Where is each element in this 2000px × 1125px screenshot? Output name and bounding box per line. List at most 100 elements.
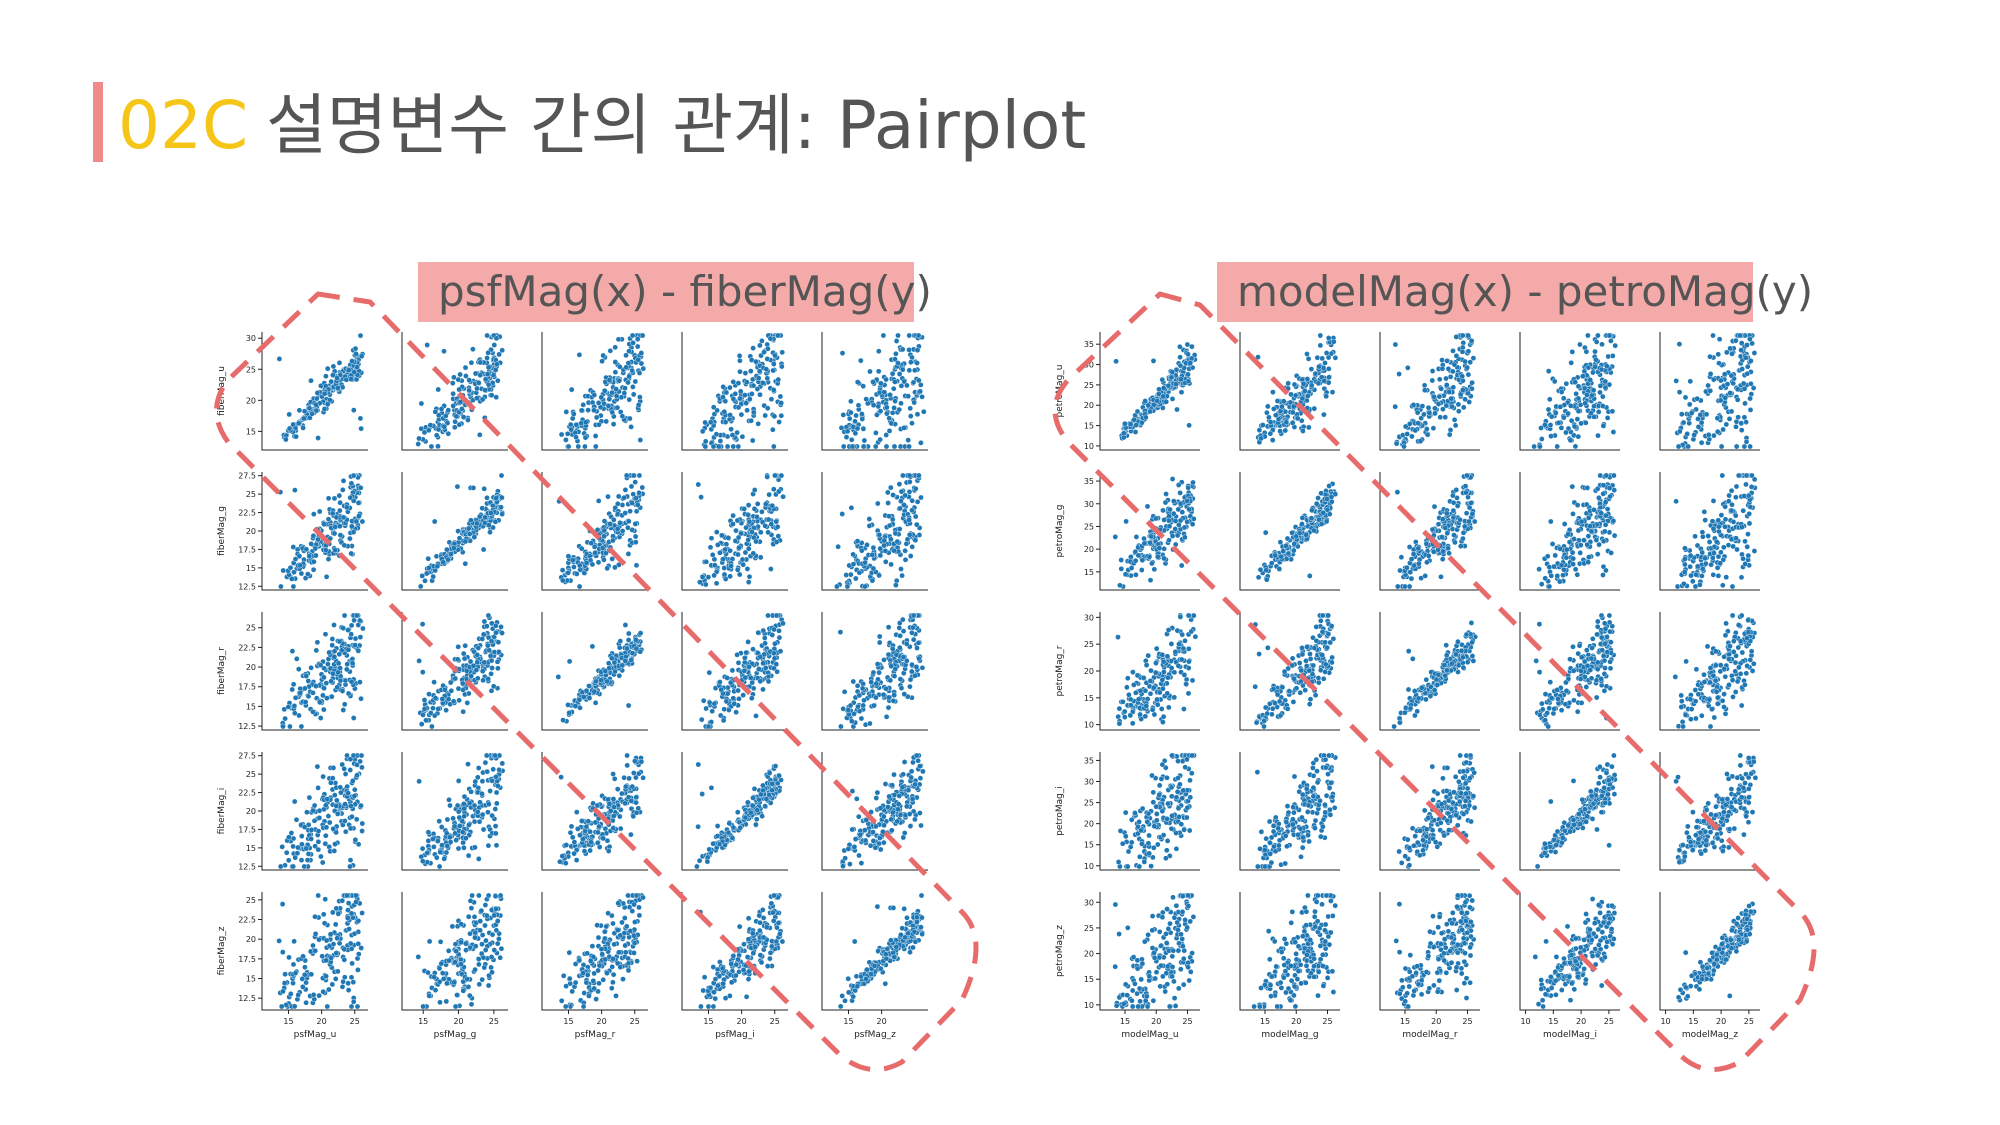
data-point [445, 407, 452, 414]
data-point [888, 484, 894, 491]
data-point [466, 531, 473, 537]
data-point [595, 934, 602, 941]
data-point [483, 752, 490, 759]
data-point [839, 511, 846, 517]
data-point [583, 419, 589, 426]
data-point [484, 912, 490, 919]
data-point [442, 413, 449, 419]
data-point [345, 367, 352, 374]
y-tick-label: 25 [246, 365, 256, 374]
data-point [860, 383, 867, 389]
data-point [449, 923, 456, 930]
data-point [748, 809, 754, 816]
data-point [308, 665, 314, 671]
data-point [633, 562, 640, 569]
data-point [477, 799, 483, 806]
data-point [696, 857, 703, 864]
data-point [859, 547, 865, 554]
data-point [603, 923, 610, 930]
data-point [873, 680, 880, 687]
data-point [595, 967, 601, 974]
data-point [290, 961, 297, 968]
data-point [447, 802, 453, 809]
data-point [567, 1003, 574, 1010]
data-point [622, 915, 628, 921]
data-point [295, 666, 302, 672]
data-point [563, 860, 569, 867]
data-point [327, 931, 334, 938]
data-point [343, 666, 350, 673]
data-point [359, 828, 365, 834]
data-point [353, 351, 359, 357]
data-point [348, 803, 354, 809]
data-point [746, 664, 752, 670]
data-point [779, 349, 786, 356]
data-point [906, 347, 912, 353]
data-point [838, 723, 844, 730]
data-point [609, 964, 616, 970]
data-point [901, 378, 908, 385]
data-point [760, 660, 766, 667]
data-point [613, 993, 619, 999]
data-point [912, 816, 918, 823]
data-point [351, 930, 358, 937]
data-point [492, 823, 499, 829]
data-point [329, 981, 336, 988]
data-point [296, 553, 303, 559]
data-point [617, 638, 624, 644]
data-point [876, 669, 882, 676]
data-point [431, 974, 438, 980]
data-point [765, 345, 771, 352]
data-point [283, 436, 289, 443]
data-point [906, 332, 913, 339]
data-point [917, 388, 924, 395]
data-point [619, 528, 626, 534]
data-point [911, 399, 918, 406]
data-point [296, 407, 303, 414]
data-point [583, 823, 590, 830]
data-point [771, 361, 777, 367]
data-point [476, 961, 482, 968]
data-point [870, 838, 877, 844]
data-point [348, 523, 355, 530]
data-point [906, 367, 913, 374]
data-point [914, 645, 920, 651]
data-point [701, 974, 708, 981]
data-point [735, 809, 741, 816]
data-point [493, 394, 500, 401]
data-point [727, 412, 733, 418]
data-point [633, 539, 639, 546]
data-point [430, 836, 436, 842]
data-point [864, 542, 870, 548]
data-point [746, 968, 752, 975]
data-point [899, 784, 906, 791]
data-point [574, 571, 580, 577]
data-point [593, 414, 600, 421]
data-point [702, 443, 709, 450]
data-point [710, 840, 716, 847]
data-point [919, 914, 925, 921]
data-point [877, 835, 883, 841]
data-point [565, 443, 572, 450]
data-point [912, 367, 918, 374]
data-point [756, 666, 762, 672]
data-point [352, 837, 359, 843]
data-point [640, 894, 646, 901]
data-point [493, 495, 499, 501]
data-point [297, 690, 304, 696]
data-point [593, 996, 599, 1002]
data-point [352, 642, 358, 648]
data-point [576, 351, 583, 358]
data-point [706, 669, 713, 676]
data-point [773, 518, 780, 525]
data-point [582, 443, 588, 450]
scatter-points [279, 612, 366, 730]
data-point [774, 524, 781, 530]
data-point [909, 668, 915, 675]
data-point [890, 492, 896, 498]
data-point [877, 545, 884, 552]
data-point [497, 892, 504, 899]
data-point [772, 472, 778, 479]
data-point [892, 398, 898, 404]
